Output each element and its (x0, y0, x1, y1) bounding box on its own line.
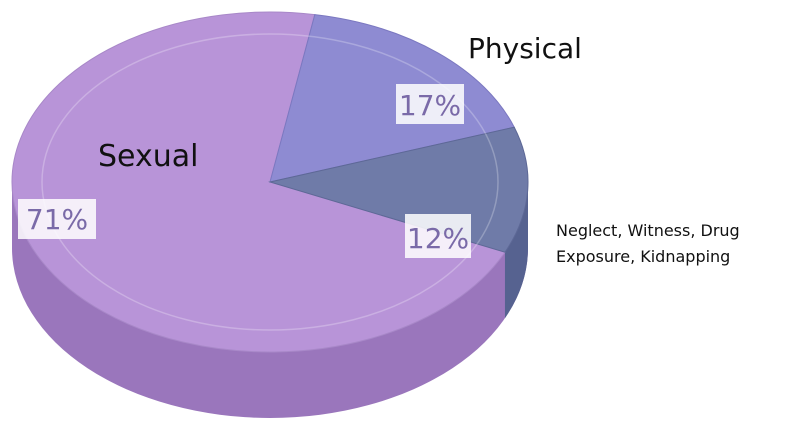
category-label-neglect-line1: Neglect, Witness, Drug (556, 221, 740, 240)
slice-physical[interactable] (269, 14, 515, 183)
value-label-sexual: 71% (26, 203, 88, 236)
value-label-box-sexual (18, 199, 96, 239)
value-label-physical: 17% (399, 89, 461, 122)
category-label-physical: Physical (468, 32, 582, 65)
pie-rim-highlight (41, 33, 499, 331)
value-label-box-physical (396, 84, 464, 124)
category-label-sexual: Sexual (98, 139, 198, 174)
slice-side-neglect (504, 182, 528, 319)
value-label-box-neglect (405, 214, 471, 258)
category-label-neglect-line2: Exposure, Kidnapping (556, 247, 730, 266)
pie-side-wall (12, 182, 528, 418)
value-label-neglect: 12% (407, 222, 469, 255)
slice-sexual[interactable] (11, 11, 506, 353)
